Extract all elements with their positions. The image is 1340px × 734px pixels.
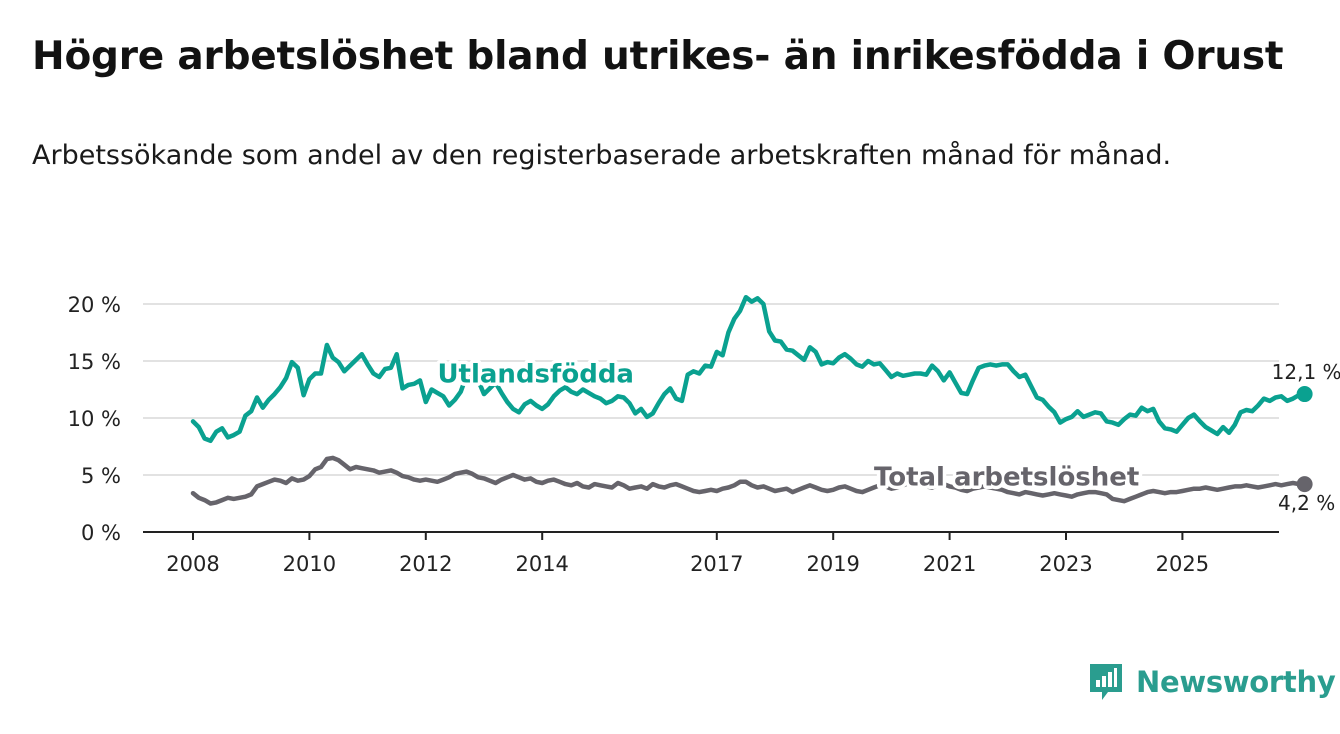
y-tick-label: 5 % (81, 464, 121, 488)
x-tick-label: 2019 (806, 552, 859, 576)
series-end-marker (1296, 386, 1313, 403)
series-end-marker (1296, 476, 1313, 493)
x-tick-label: 2021 (923, 552, 976, 576)
x-tick-label: 2025 (1156, 552, 1209, 576)
x-tick-label: 2012 (399, 552, 452, 576)
x-tick-label: 2008 (166, 552, 219, 576)
series-lines (190, 294, 1313, 506)
series-name-label: Total arbetslöshet (874, 462, 1139, 492)
y-tick-label: 20 % (68, 293, 121, 317)
series-line (190, 294, 1307, 444)
gridlines (143, 303, 1279, 476)
y-tick-label: 0 % (81, 521, 121, 545)
x-tick-label: 2014 (515, 552, 568, 576)
brand-logo[interactable]: Newsworthy (1088, 660, 1336, 704)
x-tick-label: 2010 (283, 552, 336, 576)
series-name-label: Utlandsfödda (437, 360, 634, 390)
y-tick-label: 15 % (68, 350, 121, 374)
x-tick-label: 2023 (1039, 552, 1092, 576)
y-tick-label: 10 % (68, 407, 121, 431)
chart-subtitle: Arbetssökande som andel av den registerb… (32, 140, 1172, 171)
series-end-label: 4,2 % (1278, 491, 1335, 515)
newsworthy-logo-icon (1090, 664, 1122, 700)
x-tick-label: 2017 (690, 552, 743, 576)
x-axis: 0 % 5 % 10 % 15 % 20 % 2008 2010 2012 2014 2017 20… (68, 293, 1279, 576)
brand-name: Newsworthy (1136, 665, 1336, 699)
series-labels: 12,1 % Utlandsfödda 4,2 % Total arbetslöshe… (434, 356, 1340, 515)
series-end-label: 12,1 % (1272, 360, 1340, 384)
chart-title: Högre arbetslöshet bland utrikes- än inr… (32, 34, 1284, 79)
series-line (190, 455, 1307, 506)
